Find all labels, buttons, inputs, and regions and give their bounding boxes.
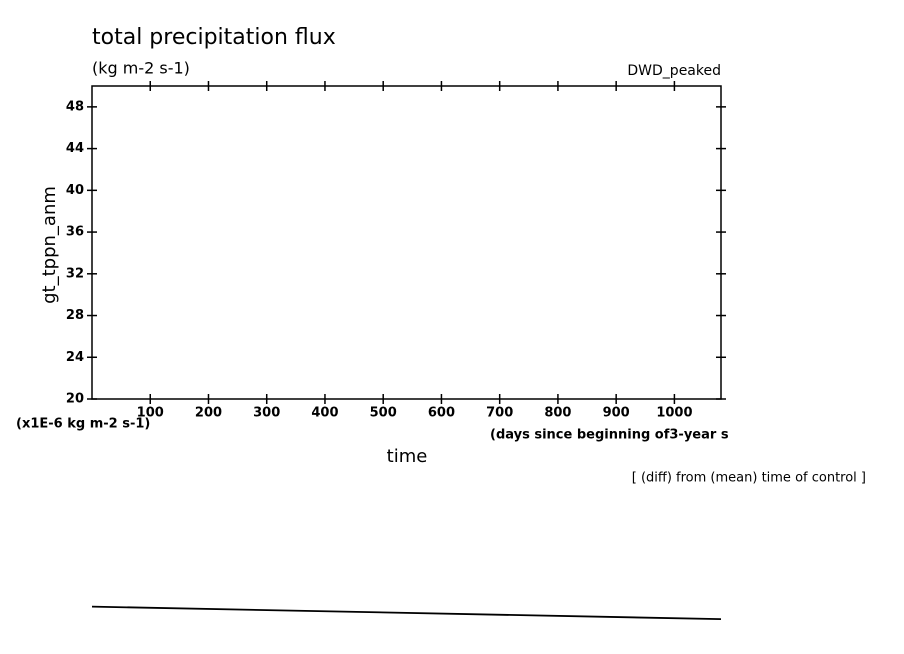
x-tick-label: 500 [370, 406, 397, 421]
y-tick-label: 20 [66, 392, 84, 407]
x-tick-label: 900 [603, 406, 630, 421]
chart-subtitle: (kg m-2 s-1) [92, 59, 190, 78]
x-tick-label: 100 [137, 406, 164, 421]
y-tick-label: 44 [66, 141, 84, 156]
y-units: (x1E-6 kg m-2 s-1) [16, 417, 150, 432]
plot-frame [91, 85, 722, 400]
x-tick-label: 600 [428, 406, 455, 421]
x-tick-label: 400 [311, 406, 338, 421]
y-tick-label: 28 [66, 308, 84, 323]
chart-title: total precipitation flux [92, 25, 336, 50]
note: [ (diff) from (mean) time of control ] [632, 471, 866, 486]
x-tick-label: 700 [486, 406, 513, 421]
x-tick-label: 1000 [656, 406, 692, 421]
y-axis-label: gt_tppn_anm [39, 186, 60, 304]
x-tick-label: 300 [253, 406, 280, 421]
y-tick-label: 36 [66, 225, 84, 240]
x-units: (days since beginning of3-year s [490, 428, 729, 443]
data-line [91, 605, 722, 621]
y-tick-label: 40 [66, 183, 84, 198]
x-axis-label: time [387, 446, 428, 467]
x-tick-label: 200 [195, 406, 222, 421]
y-tick-label: 48 [66, 99, 84, 114]
experiment-label: DWD_peaked [627, 63, 721, 79]
x-tick-label: 800 [544, 406, 571, 421]
y-tick-label: 24 [66, 350, 84, 365]
y-tick-label: 32 [66, 266, 84, 281]
